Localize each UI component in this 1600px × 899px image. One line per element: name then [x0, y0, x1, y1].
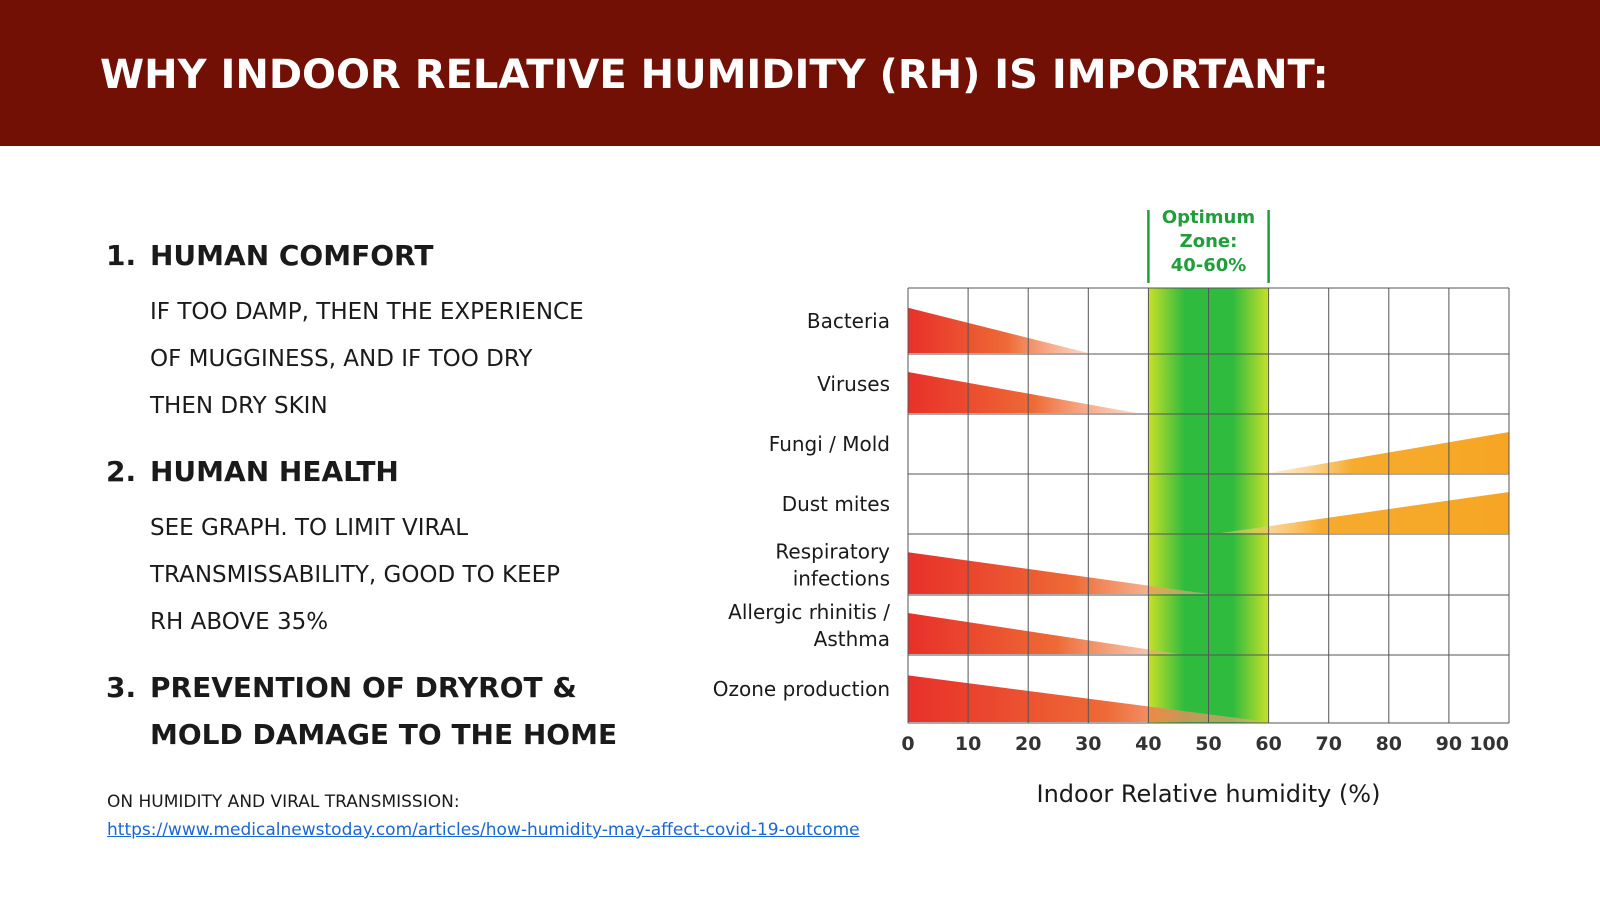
section-1-line: IF TOO DAMP, THEN THE EXPERIENCE: [150, 299, 584, 325]
section-3-heading-line2: MOLD DAMAGE TO THE HOME: [150, 718, 618, 751]
risk-wedge-1: [908, 307, 1089, 353]
section-3-number: 3.: [106, 671, 137, 704]
section-1-line: OF MUGGINESS, AND IF TOO DRY: [150, 346, 533, 372]
optimum-zone-label: Optimum: [1162, 207, 1255, 228]
slide-title: WHY INDOOR RELATIVE HUMIDITY (RH) IS IMP…: [100, 52, 1329, 98]
row-label: Dust mites: [782, 492, 890, 516]
risk-wedge-4: [1220, 492, 1509, 533]
risk-wedge-5: [908, 552, 1209, 594]
x-tick-label: 20: [1015, 733, 1041, 755]
section-1-line: THEN DRY SKIN: [150, 393, 328, 419]
section-2-line: SEE GRAPH. TO LIMIT VIRAL: [150, 515, 469, 541]
optimum-zone-label: Zone:: [1180, 231, 1238, 252]
x-tick-label: 70: [1315, 733, 1341, 755]
x-axis-label: Indoor Relative humidity (%): [1037, 780, 1381, 808]
x-tick-label: 90: [1436, 733, 1462, 755]
section-2-body: SEE GRAPH. TO LIMIT VIRAL TRANSMISSABILI…: [150, 505, 560, 646]
row-label: Ozone production: [713, 677, 890, 701]
row-label: Viruses: [817, 372, 890, 396]
section-2-line: TRANSMISSABILITY, GOOD TO KEEP: [150, 562, 561, 588]
section-1-body: IF TOO DAMP, THEN THE EXPERIENCE OF MUGG…: [150, 289, 584, 430]
reference-link[interactable]: https://www.medicalnewstoday.com/article…: [107, 820, 860, 840]
x-tick-label: 100: [1469, 733, 1509, 755]
risk-wedge-7: [908, 675, 1269, 722]
row-label: Asthma: [814, 627, 890, 651]
row-label: Allergic rhinitis /: [728, 600, 890, 624]
row-label: infections: [793, 567, 890, 591]
x-tick-label: 0: [901, 733, 914, 755]
x-tick-label: 40: [1135, 733, 1161, 755]
section-3-title: PREVENTION OF DRYROT &: [150, 671, 577, 704]
x-tick-label: 60: [1255, 733, 1281, 755]
risk-wedge-2: [908, 372, 1137, 413]
title-bar: WHY INDOOR RELATIVE HUMIDITY (RH) IS IMP…: [0, 0, 1600, 146]
section-2-title: HUMAN HEALTH: [150, 455, 399, 488]
reference-label: ON HUMIDITY AND VIRAL TRANSMISSION:: [107, 792, 460, 812]
section-2-line: RH ABOVE 35%: [150, 609, 329, 635]
row-label: Respiratory: [775, 540, 890, 564]
section-1-number: 1.: [106, 239, 137, 272]
x-tick-label: 30: [1075, 733, 1101, 755]
risk-wedge-6: [908, 613, 1179, 654]
section-2-heading: 2. HUMAN HEALTH: [106, 448, 399, 496]
section-3-heading: 3. PREVENTION OF DRYROT &: [106, 664, 577, 712]
section-1-title: HUMAN COMFORT: [150, 239, 434, 272]
optimum-zone-label: 40-60%: [1171, 255, 1247, 276]
section-1-heading: 1. HUMAN COMFORT: [106, 232, 433, 280]
x-tick-label: 80: [1376, 733, 1402, 755]
section-2-number: 2.: [106, 455, 137, 488]
x-tick-label: 50: [1195, 733, 1221, 755]
row-label: Fungi / Mold: [769, 432, 890, 456]
row-label: Bacteria: [807, 309, 890, 333]
x-tick-label: 10: [955, 733, 981, 755]
